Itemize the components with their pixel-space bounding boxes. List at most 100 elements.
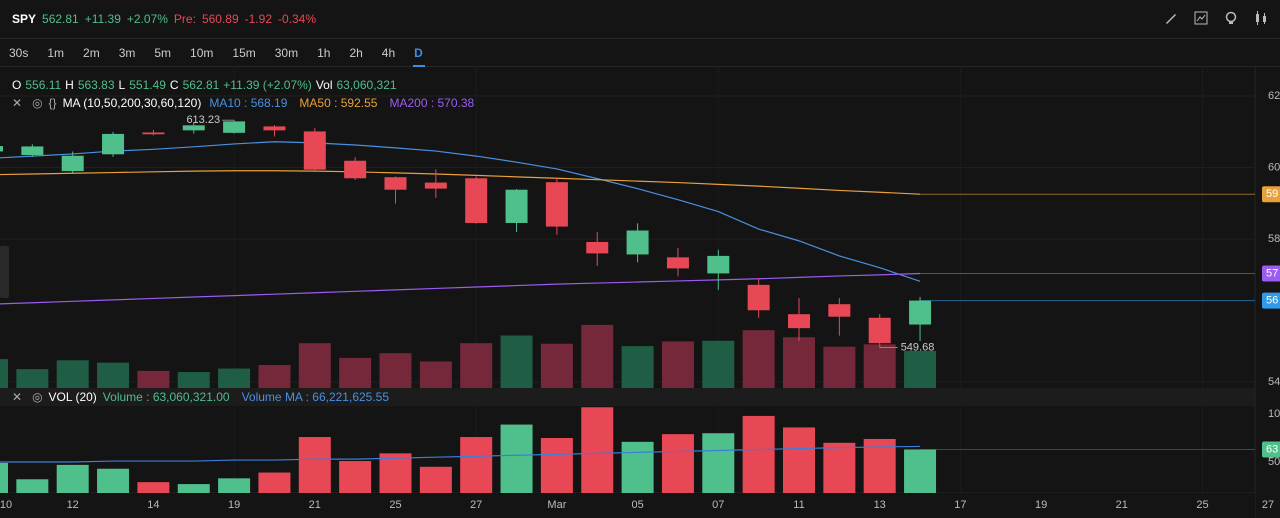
y-tick-label: 54 <box>1268 376 1280 388</box>
x-tick-label: 19 <box>228 499 240 511</box>
candle-body <box>586 241 609 254</box>
idea-icon[interactable] <box>1224 11 1238 25</box>
timeframe[interactable]: 1h <box>317 45 331 60</box>
label: Vol <box>315 78 333 92</box>
pre-price: 560.89 <box>201 12 239 26</box>
volume-overlay-bar <box>177 372 210 388</box>
eye-icon[interactable]: ◎ <box>32 390 43 404</box>
timeframe[interactable]: 5m <box>154 45 172 60</box>
ma-name: MA (10,50,200,30,60,120) <box>62 96 202 110</box>
y2-tick-label: 50 <box>1268 456 1280 468</box>
vol-name: VOL (20) <box>48 390 97 404</box>
candle-body <box>626 230 649 255</box>
x-tick-label: 14 <box>147 499 159 511</box>
price: 562.81 <box>42 12 79 26</box>
value: +11.39 (+2.07%) <box>223 78 312 92</box>
y-tick-label: 62 <box>1268 90 1280 102</box>
header: SPY 562.81 +11.39 +2.07% Pre: 560.89 -1.… <box>0 0 1280 39</box>
symbol[interactable]: SPY <box>12 12 37 26</box>
side-handle[interactable] <box>0 246 9 298</box>
x-tick-label: 27 <box>1262 499 1274 511</box>
timeframe[interactable]: 15m <box>232 45 256 60</box>
x-tick-label: 19 <box>1035 499 1047 511</box>
candle-body <box>788 314 810 329</box>
price-badge-label: 57 <box>1266 267 1278 279</box>
volume-badge <box>1262 441 1280 458</box>
volume-overlay-bar <box>904 350 937 388</box>
x-tick-label: 21 <box>1116 499 1128 511</box>
timeframe[interactable]: 30m <box>274 45 299 60</box>
candle-body <box>505 189 528 223</box>
volume-overlay-bar <box>823 346 856 388</box>
volume-overlay-bar <box>500 335 533 388</box>
vol-ma: Volume MA : 66,221,625.55 <box>241 390 390 404</box>
chart: 62 60 58 54 10 50 59 57 56 613.23 549.68 63 10 12 14 19… <box>0 66 1280 518</box>
timeframe[interactable]: 30s <box>9 45 29 60</box>
value: 63,060,321 <box>336 78 397 92</box>
volume-ma-line <box>0 445 921 463</box>
timeframe[interactable]: 2h <box>349 45 363 60</box>
timeframe-bar: 30s 1m 2m 3m 5m 10m 15m 30m 1h 2h 4h D <box>0 39 1280 67</box>
annotation: 613.23 <box>186 114 220 126</box>
candle-body <box>465 178 488 223</box>
volume-overlay-bar <box>298 343 331 388</box>
volume-badge-label: 63 <box>1266 443 1278 455</box>
close-icon[interactable]: ✕ <box>12 96 23 110</box>
volume-overlay-bar <box>0 359 8 388</box>
x-tick-label: 10 <box>0 499 12 511</box>
candle-icon[interactable] <box>1254 11 1268 25</box>
volume-overlay-bar <box>97 362 130 388</box>
x-tick-label: 25 <box>1196 499 1208 511</box>
y-tick-label: 60 <box>1268 161 1280 173</box>
volume-overlay-bar <box>16 369 49 388</box>
x-tick-label: Mar <box>547 499 566 511</box>
x-tick-label: 21 <box>309 499 321 511</box>
timeframe[interactable]: 10m <box>190 45 214 60</box>
x-tick-label: 07 <box>712 499 724 511</box>
volume-overlay-bar <box>621 346 654 388</box>
code-icon[interactable]: {} <box>48 96 57 110</box>
volume-overlay-bar <box>783 337 815 388</box>
volume-overlay-bar <box>379 353 412 388</box>
candle-body <box>384 177 407 190</box>
candle-body <box>666 257 689 269</box>
volume-overlay-bar <box>540 343 573 388</box>
candle-body <box>868 317 891 344</box>
timeframe[interactable]: 4h <box>381 45 396 60</box>
candle-body <box>21 146 44 156</box>
timeframe[interactable]: D <box>405 46 433 67</box>
vol-legend: ✕ ◎ VOL (20) Volume : 63,060,321.00 Volu… <box>12 390 393 404</box>
ma200: MA200 : 570.38 <box>389 96 475 110</box>
label: O <box>12 78 22 92</box>
x-tick-label: 11 <box>793 499 804 511</box>
eye-icon[interactable]: ◎ <box>32 96 43 110</box>
ma10: MA10 : 568.19 <box>209 96 288 110</box>
volume-pane-header <box>0 388 1255 406</box>
volume-overlay-bar <box>339 357 372 388</box>
toolbar <box>1164 11 1268 25</box>
change-pct: +2.07% <box>126 12 168 26</box>
candle-body <box>0 146 3 152</box>
volume-overlay-bar <box>581 324 614 388</box>
value: 563.83 <box>77 78 115 92</box>
ma-line <box>0 272 921 305</box>
timeframe[interactable]: 2m <box>83 45 100 60</box>
pre-change: -1.92 <box>244 12 272 26</box>
timeframe[interactable]: 3m <box>118 45 136 60</box>
ma50: MA50 : 592.55 <box>299 96 378 110</box>
price-badge <box>1262 265 1280 282</box>
candle-body <box>182 125 205 131</box>
value: 551.49 <box>129 78 166 92</box>
draw-icon[interactable] <box>1164 11 1178 25</box>
price-badge-label: 59 <box>1266 188 1278 200</box>
annotation: 549.68 <box>901 341 935 353</box>
date-axis-bg <box>0 493 1255 518</box>
ma-line <box>0 170 921 195</box>
change: +11.39 <box>84 12 121 26</box>
volume-overlay-bar <box>218 368 251 388</box>
volume-bar <box>581 407 614 510</box>
volume-overlay-bar <box>137 370 170 388</box>
chart-icon[interactable] <box>1194 11 1208 25</box>
timeframe[interactable]: 1m <box>47 45 65 60</box>
close-icon[interactable]: ✕ <box>12 390 23 404</box>
